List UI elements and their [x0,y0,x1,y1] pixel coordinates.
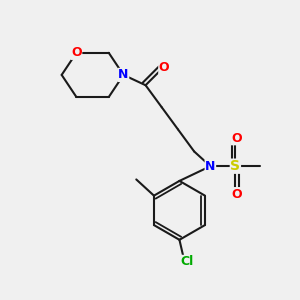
Text: O: O [232,188,242,201]
Text: O: O [232,132,242,145]
Text: O: O [71,46,82,59]
Text: N: N [118,68,129,81]
Text: S: S [230,159,240,173]
Text: N: N [205,160,215,173]
Text: O: O [159,61,170,74]
Text: Cl: Cl [180,255,194,268]
